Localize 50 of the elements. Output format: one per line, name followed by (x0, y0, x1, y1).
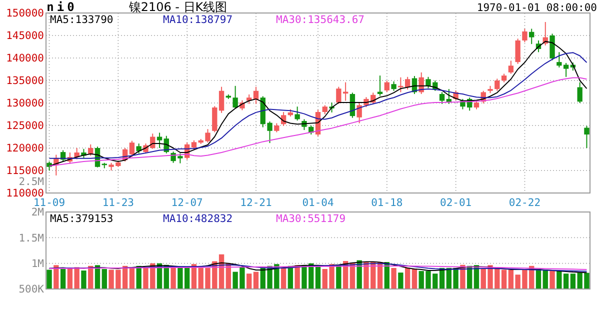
candlestick (556, 52, 562, 68)
candlestick (550, 33, 555, 61)
candlestick (129, 140, 135, 158)
x-tick-label: 01-04 (302, 197, 334, 209)
candlestick (584, 125, 590, 148)
candlestick (218, 86, 224, 114)
candlestick (88, 144, 94, 156)
annotation: 1970-01-01 08:00:00 (476, 2, 597, 14)
candlestick (391, 80, 396, 92)
text: MA5:133790 (50, 14, 114, 26)
candlestick (384, 80, 390, 93)
x-tick-label: 01-18 (371, 197, 403, 209)
chart-title: 镍2106 - 日K线图 (128, 0, 228, 14)
candlestick (563, 62, 569, 78)
y-tick-label: 115000 (6, 165, 44, 178)
y-tick-label: 135000 (6, 75, 44, 88)
y-tick-label: 120000 (6, 142, 44, 155)
text: MA30:135643.67 (276, 14, 365, 26)
text: MA30:551179 (276, 213, 346, 225)
candlestick (439, 92, 445, 104)
y-tick-label: 500K (18, 284, 45, 296)
y-tick-label: 1M (31, 258, 44, 270)
text: MA10:138797 (163, 14, 233, 26)
y-tick-label: 145000 (6, 30, 44, 42)
candlestick (522, 28, 528, 43)
candlestick (508, 60, 514, 74)
candlestick (294, 106, 300, 122)
text: MA5:379153 (50, 213, 114, 225)
y-tick-label: 140000 (6, 52, 44, 65)
candlestick (515, 38, 520, 64)
text: MA10:482832 (163, 213, 233, 225)
x-tick-label: 12-21 (240, 197, 272, 209)
x-tick-label: 12-07 (171, 197, 203, 209)
x-tick-label: 11-23 (102, 197, 134, 209)
x-tick-label: 11-09 (33, 197, 66, 209)
x-tick-label: 02-01 (440, 197, 472, 209)
candlestick (232, 85, 238, 109)
annotation: ni0 (46, 0, 78, 14)
candlestick (577, 82, 582, 104)
y-tick-label: 2M (31, 206, 44, 219)
text: 2.5M (18, 176, 44, 188)
y-tick-label: 1.5M (18, 232, 44, 244)
y-tick-label: 150000 (6, 8, 44, 20)
candlestick (156, 132, 162, 148)
y-tick-label: 125000 (6, 120, 44, 132)
y-tick-label: 130000 (6, 98, 44, 110)
x-tick-label: 02-22 (508, 197, 541, 209)
candlestick (529, 28, 534, 45)
candlestick (494, 78, 500, 92)
candlestick (212, 106, 218, 133)
